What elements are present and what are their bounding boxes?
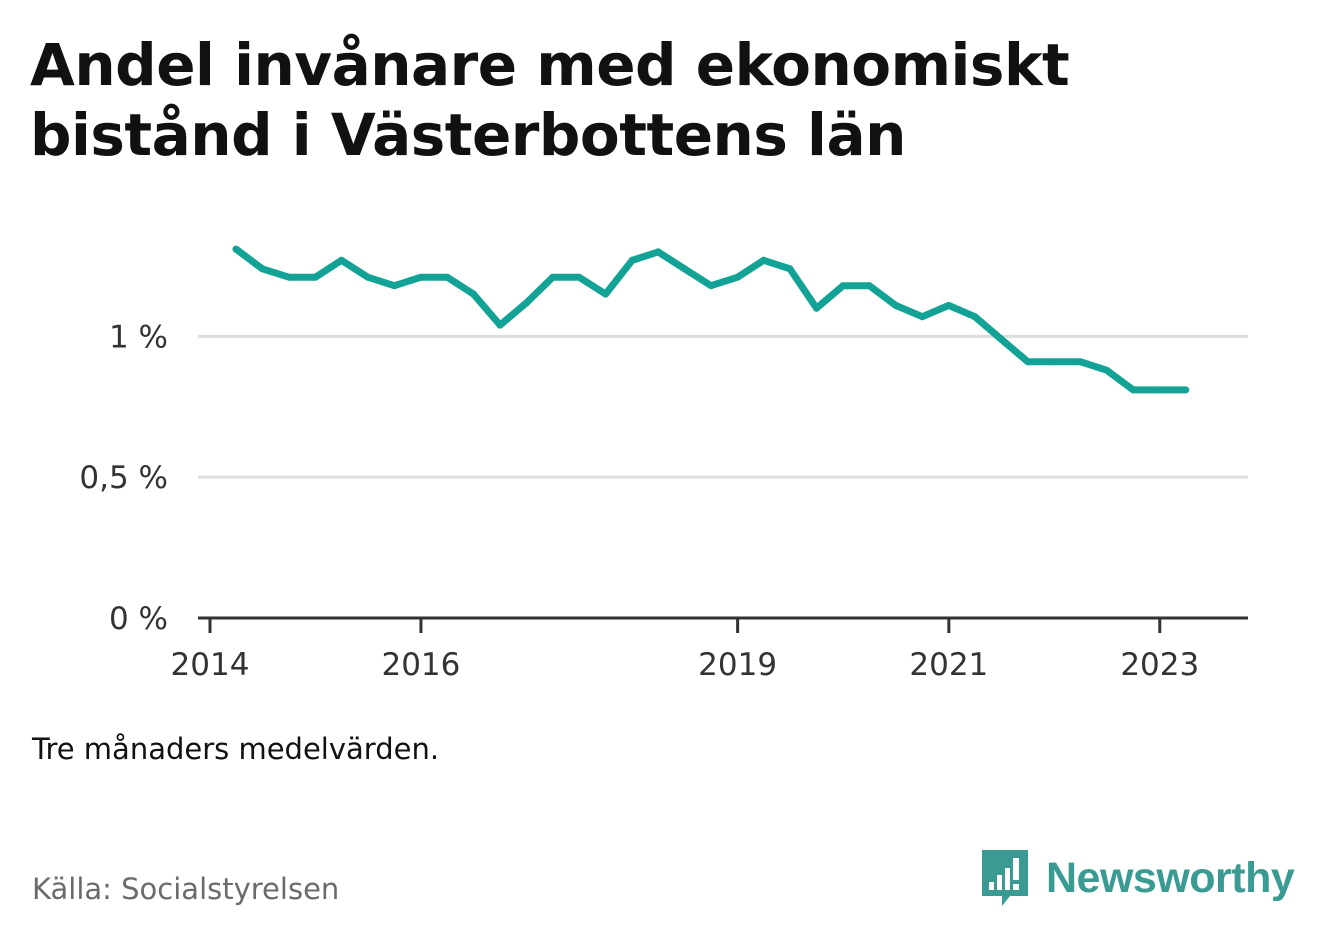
data-point — [390, 282, 398, 290]
data-point — [312, 273, 319, 281]
data-point — [1050, 358, 1058, 366]
data-point — [892, 301, 900, 309]
data-point — [443, 273, 451, 281]
data-point — [628, 256, 636, 264]
x-axis-ticks: 2014 2016 2019 2021 2023 — [171, 618, 1199, 683]
newsworthy-logo-icon — [982, 850, 1028, 906]
data-point — [364, 273, 372, 281]
brand-name: Newsworthy — [1046, 853, 1295, 902]
gridlines — [198, 334, 1248, 479]
data-point — [1103, 366, 1111, 374]
data-point — [1182, 386, 1190, 394]
y-tick-label: 1 % — [109, 319, 168, 355]
line-chart: 0 % 0,5 % 1 % 2014 2016 2019 2021 2023 — [79, 245, 1248, 683]
data-point — [971, 313, 979, 321]
data-point — [285, 273, 293, 281]
y-tick-label: 0 % — [109, 601, 168, 637]
data-point — [549, 273, 557, 281]
data-point — [654, 248, 662, 256]
data-point — [1129, 386, 1137, 394]
x-tick-label: 2014 — [171, 647, 250, 683]
data-point — [813, 304, 820, 312]
data-point — [1156, 386, 1164, 394]
x-tick-label: 2019 — [698, 647, 777, 683]
data-point — [681, 265, 688, 273]
newsworthy-logo: Newsworthy — [980, 848, 1295, 908]
data-point — [734, 273, 742, 281]
data-point — [918, 313, 926, 321]
data-point — [470, 290, 477, 298]
data-point — [258, 265, 266, 273]
data-point — [523, 299, 531, 307]
data-point — [417, 273, 425, 281]
series-layer — [232, 245, 1190, 394]
data-point — [945, 301, 953, 309]
data-point — [839, 282, 847, 290]
data-point — [232, 245, 240, 253]
chart-title: Andel invånare med ekonomiskt bistånd i … — [30, 31, 1070, 169]
data-point — [865, 282, 873, 290]
y-axis-labels: 0 % 0,5 % 1 % — [79, 319, 168, 637]
data-point — [575, 273, 583, 281]
data-point — [997, 335, 1005, 343]
series-line — [233, 246, 1186, 394]
data-point — [1076, 358, 1084, 366]
x-tick-label: 2023 — [1120, 647, 1199, 683]
data-point — [707, 282, 715, 290]
data-point — [786, 265, 794, 273]
source-text: Källa: Socialstyrelsen — [32, 872, 340, 906]
data-point — [1024, 358, 1032, 366]
chart-note: Tre månaders medelvärden. — [32, 732, 440, 766]
data-point — [496, 321, 504, 329]
data-point — [602, 290, 610, 298]
y-tick-label: 0,5 % — [79, 460, 168, 496]
x-tick-label: 2021 — [909, 647, 988, 683]
data-point — [760, 256, 768, 264]
data-point — [338, 256, 345, 264]
x-tick-label: 2016 — [381, 647, 460, 683]
